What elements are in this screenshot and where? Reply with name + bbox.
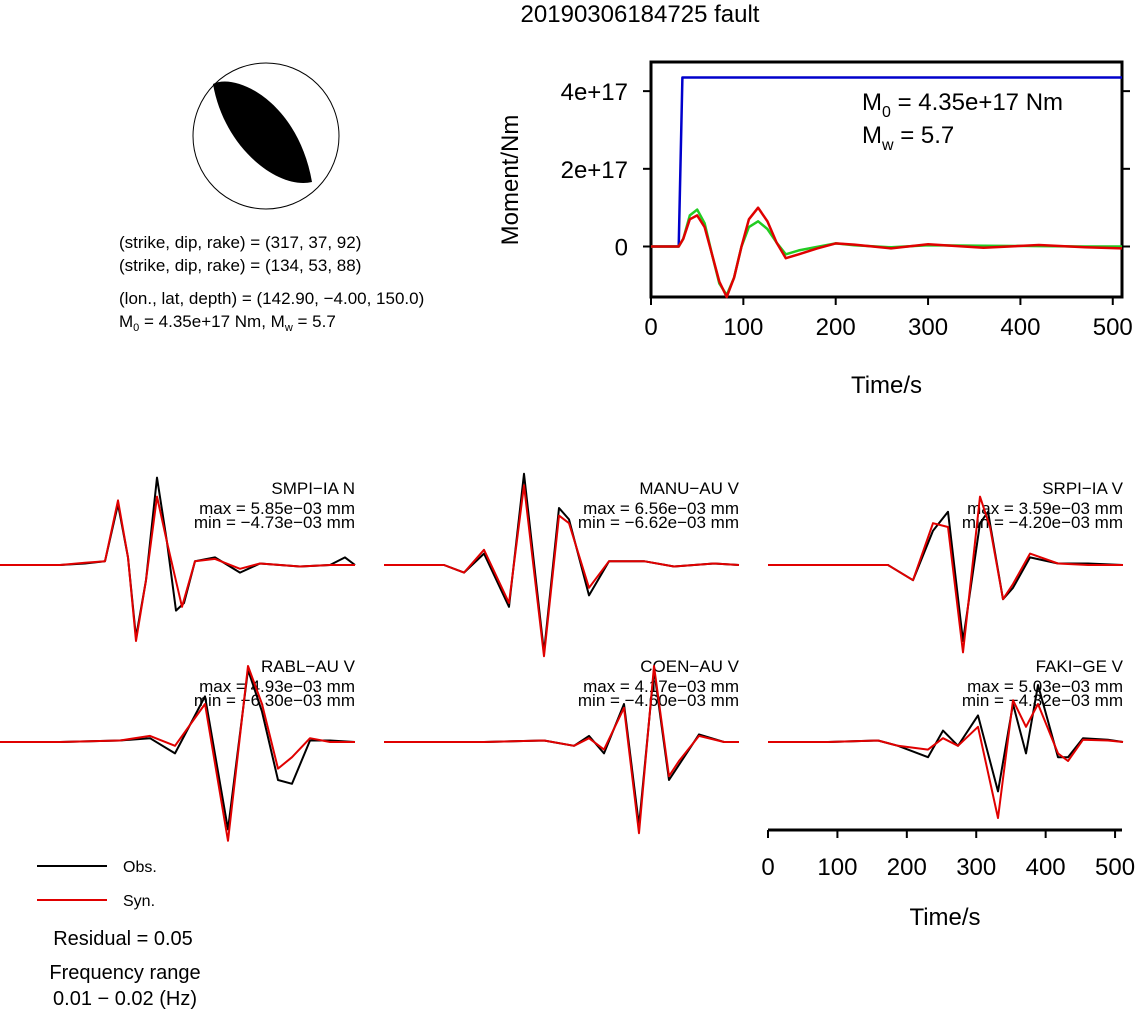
trace-max-label: max = 5.03e−03 mm [967, 677, 1123, 696]
trace-station-label: RABL−AU V [261, 657, 356, 676]
y-axis-label: Moment/Nm [497, 115, 524, 246]
waveform-x-tick-label-400: 400 [1026, 854, 1066, 881]
nodal-plane-2-text: (strike, dip, rake) = (134, 53, 88) [119, 256, 361, 275]
x-tick-label-500: 500 [1093, 314, 1133, 341]
moment-series-red [651, 206, 1123, 299]
trace-max-label: max = 4.17e−03 mm [583, 677, 739, 696]
trace-station-label: SMPI−IA N [271, 479, 355, 498]
trace-station-label: FAKI−GE V [1036, 657, 1124, 676]
compressional-quadrant [213, 81, 312, 183]
x-tick-label-200: 200 [816, 314, 856, 341]
waveform-x-tick-label-200: 200 [887, 854, 927, 881]
waveform-time-axis: 0 100 200 300 400 500 Time/s [761, 828, 1135, 931]
x-tick-label-400: 400 [1000, 314, 1040, 341]
trace-station-label: SRPI−IA V [1042, 479, 1123, 498]
trace-synthetic-line [384, 665, 739, 835]
trace-synthetic-line [768, 495, 1123, 654]
y-tick-label-1: 2e+17 [561, 157, 628, 184]
x-axis-label: Time/s [851, 372, 922, 399]
moment-plot: 0 100 200 300 400 500 0 2e+17 4e+17 Time/s Moment/… [497, 60, 1133, 399]
trace-max-label: max = 4.93e−03 mm [199, 677, 355, 696]
moment-plot-frame [649, 60, 1124, 299]
waveform-x-tick-label-500: 500 [1095, 854, 1135, 881]
frequency-range-label: Frequency range [49, 962, 200, 984]
trace-station-label: MANU−AU V [639, 479, 739, 498]
trace-station-label: COEN−AU V [640, 657, 739, 676]
trace-synthetic-line [0, 665, 355, 842]
nodal-plane-1-text: (strike, dip, rake) = (317, 37, 92) [119, 233, 361, 252]
residual-text: Residual = 0.05 [53, 928, 193, 950]
moment-magnitude-text: M0 = 4.35e+17 Nm, Mw = 5.7 [119, 312, 336, 334]
waveform-x-tick-label-100: 100 [817, 854, 857, 881]
focal-mechanism-beachball [192, 62, 340, 210]
legend-syn-label: Syn. [123, 893, 155, 910]
trace-max-label: max = 6.56e−03 mm [583, 499, 739, 518]
x-tick-label-0: 0 [644, 314, 657, 341]
waveform-x-tick-label-0: 0 [761, 854, 774, 881]
y-tick-label-0: 0 [615, 235, 628, 262]
x-tick-label-300: 300 [908, 314, 948, 341]
frequency-range-value: 0.01 − 0.02 (Hz) [53, 988, 197, 1009]
moment-annotation-m0: M0 = 4.35e+17 Nm [862, 89, 1063, 121]
waveform-x-tick-label-300: 300 [956, 854, 996, 881]
trace-max-label: max = 5.85e−03 mm [199, 499, 355, 518]
moment-annotation-mw: Mw = 5.7 [862, 122, 954, 154]
legend-obs-label: Obs. [123, 859, 157, 876]
trace-min-label: min = −6.62e−03 mm [578, 513, 739, 532]
moment-series-green [651, 208, 1122, 297]
trace-min-label: min = −4.73e−03 mm [194, 513, 355, 532]
location-depth-text: (lon., lat, depth) = (142.90, −4.00, 150… [119, 289, 424, 308]
x-tick-label-100: 100 [723, 314, 763, 341]
legend: Obs. Syn. [37, 859, 157, 910]
trace-synthetic-line [384, 484, 740, 658]
trace-synthetic-line [768, 699, 1124, 819]
trace-min-label: min = −4.20e−03 mm [962, 513, 1123, 532]
trace-max-label: max = 3.59e−03 mm [967, 499, 1123, 518]
trace-min-label: min = −6.30e−03 mm [194, 691, 355, 710]
trace-synthetic-line [0, 495, 355, 642]
y-tick-label-2: 4e+17 [561, 79, 628, 106]
figure-title: 20190306184725 fault [521, 1, 760, 28]
waveform-x-axis-label: Time/s [909, 904, 980, 931]
